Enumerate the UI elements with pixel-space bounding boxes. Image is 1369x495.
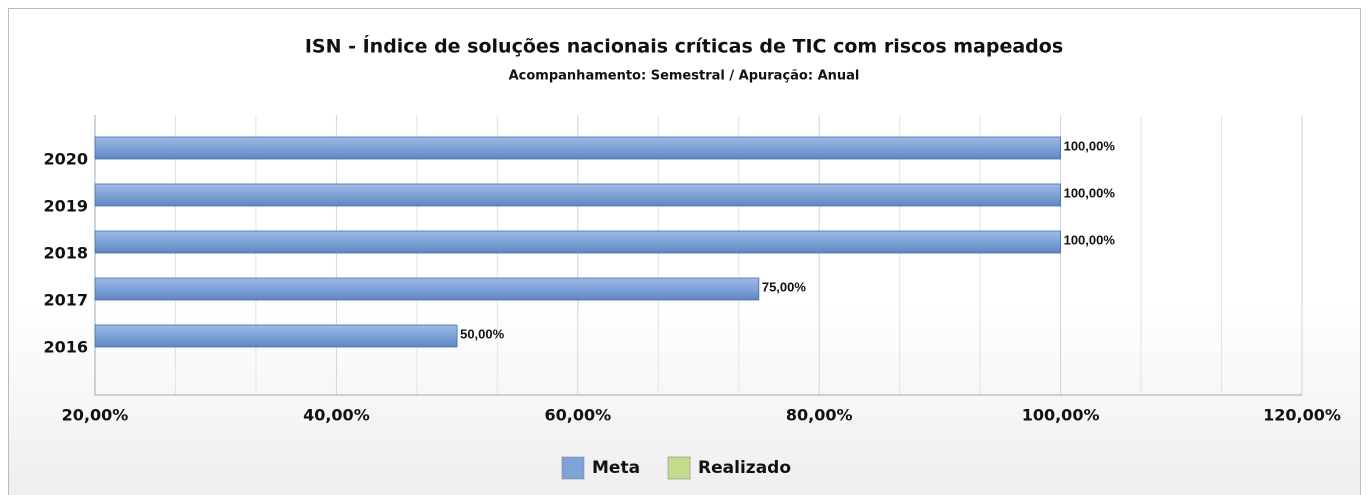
legend-label: Realizado [698, 458, 791, 478]
x-tick-label: 40,00% [303, 406, 370, 425]
value-label: 100,00% [1064, 185, 1116, 200]
x-tick-label: 100,00% [1022, 406, 1100, 425]
legend-label: Meta [592, 458, 640, 478]
legend-swatch [561, 456, 585, 480]
x-tick-label: 60,00% [544, 406, 611, 425]
chart-title: ISN - Índice de soluções nacionais críti… [305, 35, 1063, 58]
bar [94, 230, 1061, 254]
y-tick-label: 2020 [43, 150, 88, 169]
x-tick-label: 20,00% [62, 406, 129, 425]
y-tick-label: 2018 [43, 244, 88, 263]
bar [94, 183, 1061, 207]
x-tick-label: 80,00% [786, 406, 853, 425]
x-tick-label: 120,00% [1263, 406, 1341, 425]
bar [94, 324, 458, 348]
chart-subtitle: Acompanhamento: Semestral / Apuração: An… [509, 69, 860, 84]
y-tick-label: 2016 [43, 338, 88, 357]
value-label: 100,00% [1064, 138, 1116, 153]
legend-swatch [667, 456, 691, 480]
y-tick-label: 2017 [43, 291, 88, 310]
value-label: 50,00% [460, 326, 505, 341]
value-label: 75,00% [762, 279, 807, 294]
y-tick-label: 2019 [43, 197, 88, 216]
bar [94, 277, 760, 301]
bar [94, 136, 1061, 160]
value-label: 100,00% [1064, 232, 1116, 247]
